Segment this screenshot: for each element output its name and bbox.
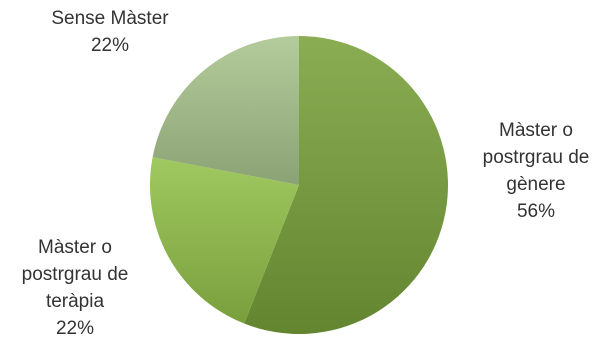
slice-label-terapia: Màster o postrgrau de teràpia 22% bbox=[5, 234, 145, 342]
slice-label-line: postrgrau de bbox=[482, 147, 590, 168]
slice-label-line: Màster o bbox=[38, 237, 112, 258]
slice-label-line: postrgrau de bbox=[21, 264, 129, 285]
pie-slice bbox=[244, 36, 448, 334]
slice-label-sense-master: Sense Màster 22% bbox=[30, 5, 190, 59]
slice-label-line: gènere bbox=[506, 174, 566, 195]
slice-label-line: teràpia bbox=[45, 291, 105, 312]
slice-label-line: Sense Màster bbox=[51, 8, 169, 29]
slice-label-line: Màster o bbox=[499, 120, 573, 141]
slice-percent: 22% bbox=[55, 318, 95, 339]
slice-percent: 22% bbox=[90, 35, 130, 56]
slice-label-genere: Màster o postrgrau de gènere 56% bbox=[466, 117, 606, 225]
pie-slice bbox=[152, 36, 299, 185]
pie-slice bbox=[150, 157, 299, 324]
slice-percent: 56% bbox=[516, 201, 556, 222]
